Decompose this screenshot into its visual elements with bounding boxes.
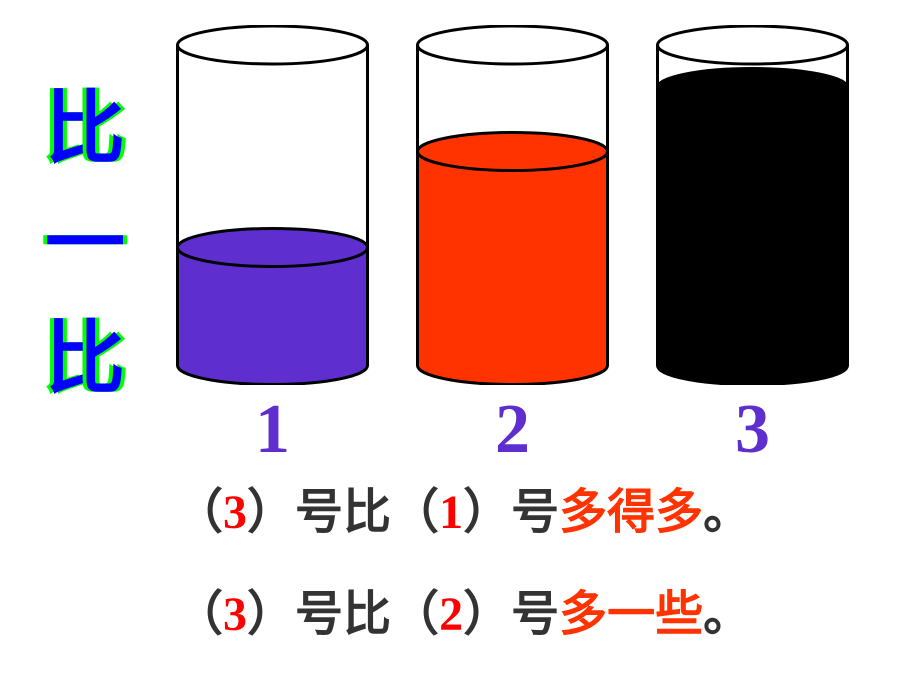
s2-text-1: 号比: [295, 588, 391, 641]
cylinders-container: 1 2: [175, 25, 850, 470]
cylinder-1-svg: [175, 25, 370, 385]
s1-text-2: 号: [511, 486, 559, 539]
cylinder-3: [655, 25, 850, 385]
cylinder-3-wrapper: 3: [655, 25, 850, 470]
s2-ending: 。: [703, 588, 751, 641]
s1-ending: 。: [703, 486, 751, 539]
s2-num-2: 2: [439, 588, 463, 641]
s1-paren-open-2: （: [391, 486, 439, 539]
s1-num-1: 3: [223, 486, 247, 539]
s2-paren-close-1: ）: [247, 588, 295, 641]
title-char-1: 比: [45, 90, 125, 170]
title-char-3: 比: [45, 320, 125, 400]
cylinder-2-number: 2: [495, 390, 530, 470]
cylinder-1: [175, 25, 370, 385]
sentence-1: （3）号比（1）号多得多。: [175, 482, 895, 544]
s1-paren-open-1: （: [175, 486, 223, 539]
title-char-2: 一: [45, 205, 125, 285]
s2-num-1: 3: [223, 588, 247, 641]
s1-text-1: 号比: [295, 486, 391, 539]
s2-paren-open-1: （: [175, 588, 223, 641]
s1-num-2: 1: [439, 486, 463, 539]
s1-paren-close-1: ）: [247, 486, 295, 539]
s2-paren-close-2: ）: [463, 588, 511, 641]
s1-highlight: 多得多: [559, 486, 703, 539]
vertical-title: 比 一 比: [45, 90, 125, 400]
cylinder-2: [415, 25, 610, 385]
sentence-2: （3）号比（2）号多一些。: [175, 584, 895, 646]
cylinder-2-svg: [415, 25, 610, 385]
cylinder-3-svg: [655, 25, 850, 385]
cylinder-1-number: 1: [255, 390, 290, 470]
s2-highlight: 多一些: [559, 588, 703, 641]
cylinder-2-wrapper: 2: [415, 25, 610, 470]
cylinder-1-wrapper: 1: [175, 25, 370, 470]
s2-text-2: 号: [511, 588, 559, 641]
sentences-container: （3）号比（1）号多得多。 （3）号比（2）号多一些。: [175, 482, 895, 687]
s2-paren-open-2: （: [391, 588, 439, 641]
s1-paren-close-2: ）: [463, 486, 511, 539]
cylinder-3-number: 3: [735, 390, 770, 470]
